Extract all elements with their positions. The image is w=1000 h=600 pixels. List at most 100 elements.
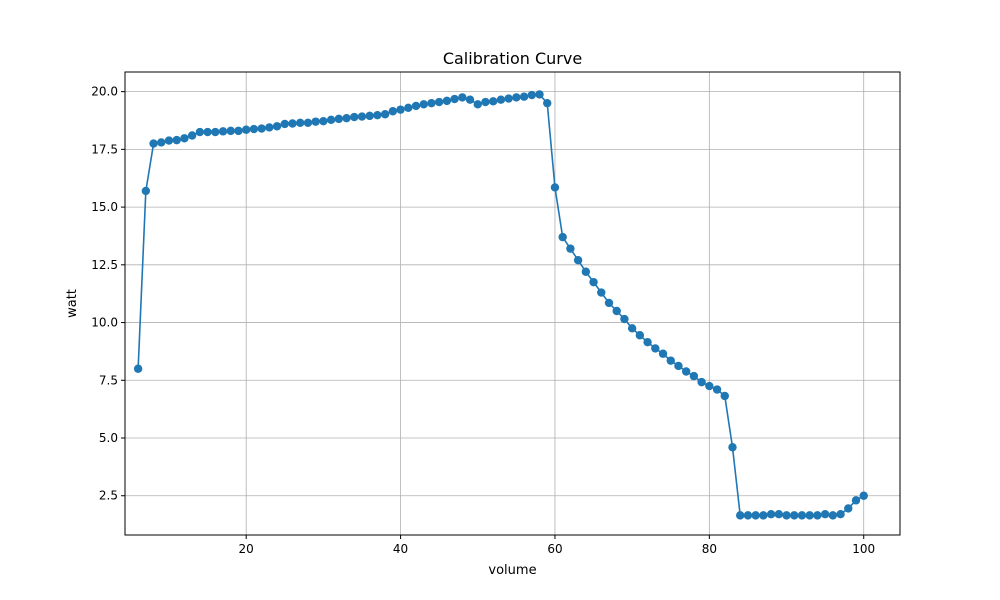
y-tick-label: 20.0 [91, 85, 118, 99]
data-point [411, 101, 421, 111]
data-point [203, 127, 212, 137]
series [133, 90, 868, 520]
data-point [342, 113, 351, 123]
data-point [133, 364, 143, 373]
data-point [573, 256, 583, 265]
data-point [712, 385, 722, 394]
data-point [311, 117, 320, 126]
data-point [450, 94, 459, 104]
y-tick-label: 17.5 [91, 142, 118, 156]
data-point [288, 119, 297, 128]
data-point [527, 90, 536, 100]
data-point [226, 126, 235, 136]
data-point [627, 324, 637, 333]
data-point [589, 277, 598, 287]
data-point [180, 134, 189, 143]
data-point [473, 100, 482, 109]
data-point [157, 138, 166, 147]
data-point [836, 510, 845, 519]
data-point [720, 391, 729, 401]
data-point [782, 511, 791, 520]
data-point [195, 127, 205, 137]
data-point [519, 92, 529, 101]
data-point [813, 511, 822, 520]
grid [125, 72, 900, 535]
ticks: 20 40 60 80 100 2.5 5.0 7.5 10.0 12.5 15.0 17.5 20.0 [91, 85, 875, 556]
data-point [257, 124, 266, 133]
data-point [187, 131, 197, 140]
data-point [550, 183, 560, 192]
data-point [658, 349, 668, 358]
data-point [790, 511, 799, 520]
data-point [743, 511, 753, 520]
data-point [481, 97, 490, 107]
x-tick-label: 40 [393, 542, 408, 556]
data-point [604, 298, 614, 308]
y-tick-label: 5.0 [99, 431, 118, 445]
data-point [396, 105, 405, 114]
chart-title: Calibration Curve [443, 49, 582, 68]
data-point [558, 232, 567, 242]
data-point [651, 344, 660, 353]
data-point [504, 94, 513, 103]
data-point [512, 93, 521, 102]
y-tick-label: 10.0 [91, 316, 118, 330]
data-point [442, 96, 452, 106]
data-point [365, 111, 374, 121]
data-point [357, 112, 367, 121]
data-point [419, 100, 428, 109]
data-point [751, 511, 760, 520]
plot-frame [124, 71, 901, 536]
data-point [296, 118, 305, 128]
data-point [427, 98, 436, 108]
data-point [496, 95, 506, 104]
x-tick-label: 100 [852, 542, 875, 556]
data-point [303, 118, 313, 128]
data-point [388, 107, 398, 116]
data-point [728, 443, 737, 452]
data-point [620, 314, 629, 324]
x-tick-label: 60 [547, 542, 562, 556]
data-point [828, 511, 838, 520]
data-point [465, 95, 475, 104]
data-point [566, 244, 575, 253]
data-point [272, 122, 282, 131]
data-point [705, 381, 714, 391]
data-point [326, 115, 336, 125]
data-point [218, 127, 228, 136]
data-point [805, 511, 814, 520]
x-tick-label: 20 [239, 542, 254, 556]
data-point [535, 90, 544, 99]
y-tick-label: 2.5 [99, 489, 118, 503]
data-point [141, 186, 151, 196]
y-tick-label: 7.5 [99, 373, 118, 387]
data-point [241, 125, 251, 134]
data-point [489, 97, 498, 106]
data-point [851, 496, 861, 505]
data-point [759, 511, 768, 520]
data-point [280, 119, 289, 129]
data-point [643, 337, 652, 347]
data-point [689, 371, 699, 381]
data-point [736, 511, 745, 520]
data-point [319, 116, 328, 126]
data-point [635, 331, 645, 340]
data-point [681, 367, 691, 376]
data-point [766, 510, 776, 519]
plot-area [125, 72, 900, 535]
data-point [172, 135, 181, 145]
data-point [249, 124, 259, 134]
data-point [697, 377, 706, 387]
data-point [666, 356, 675, 365]
data-point [844, 504, 853, 513]
x-tick-label: 80 [702, 542, 717, 556]
data-point [334, 114, 344, 124]
data-point [458, 93, 467, 102]
data-point [612, 306, 621, 316]
data-point [404, 103, 413, 112]
data-point [820, 510, 830, 519]
y-tick-label: 12.5 [91, 258, 118, 272]
data-point [774, 510, 784, 519]
